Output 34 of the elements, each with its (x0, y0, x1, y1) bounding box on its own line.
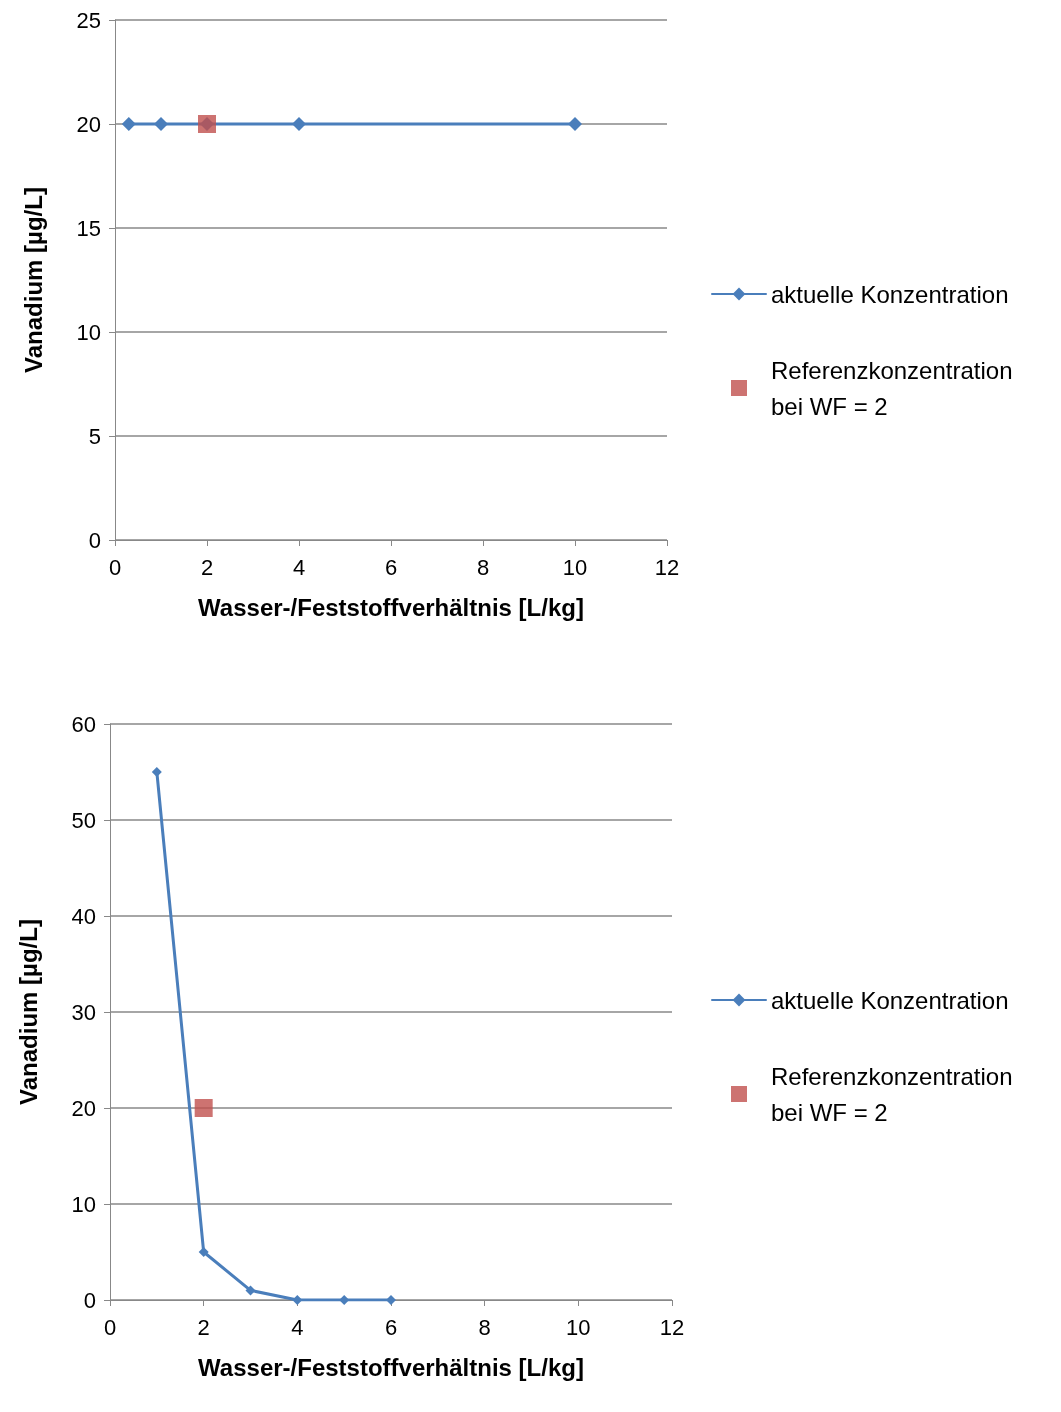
y-tick-label: 25 (76, 7, 101, 33)
y-tick-label: 10 (76, 319, 101, 345)
x-tick-label: 6 (384, 1314, 398, 1340)
x-tick-label: 10 (566, 1314, 591, 1340)
y-tick-label: 0 (88, 527, 101, 553)
x-tick-label: 4 (292, 554, 306, 580)
y-axis-title: Vanadium [µg/L] (19, 187, 47, 373)
x-tick-label: 10 (562, 554, 588, 580)
x-tick-label: 0 (108, 554, 122, 580)
y-tick-label: 20 (71, 1095, 96, 1121)
x-tick-label: 8 (478, 1314, 491, 1340)
legend-label: aktuelle Konzentration (771, 986, 1009, 1014)
y-tick-label: 10 (71, 1191, 96, 1217)
y-tick-label: 15 (76, 215, 101, 241)
y-tick-label: 40 (71, 903, 96, 929)
y-tick-label: 50 (71, 807, 96, 833)
x-axis-title: Wasser-/Feststoffverhältnis [L/kg] (198, 1353, 584, 1381)
y-axis-title: Vanadium [µg/L] (14, 919, 42, 1105)
x-tick-label: 12 (659, 1314, 685, 1340)
x-tick-label: 6 (384, 554, 398, 580)
x-tick-label: 12 (654, 554, 680, 580)
x-tick-label: 2 (197, 1314, 210, 1340)
y-tick-label: 0 (83, 1287, 96, 1313)
y-tick-label: 60 (71, 711, 96, 737)
legend-label: aktuelle Konzentration (771, 280, 1009, 308)
y-tick-label: 5 (88, 423, 101, 449)
y-tick-label: 30 (71, 999, 96, 1025)
legend-label: Referenzkonzentration bei WF = 2 (771, 356, 1020, 420)
legend-label: Referenzkonzentration bei WF = 2 (771, 1062, 1020, 1126)
x-tick-label: 8 (476, 554, 490, 580)
x-tick-label: 4 (291, 1314, 304, 1340)
x-axis-title: Wasser-/Feststoffverhältnis [L/kg] (198, 593, 584, 621)
y-tick-label: 20 (76, 111, 101, 137)
x-tick-label: 2 (200, 554, 214, 580)
